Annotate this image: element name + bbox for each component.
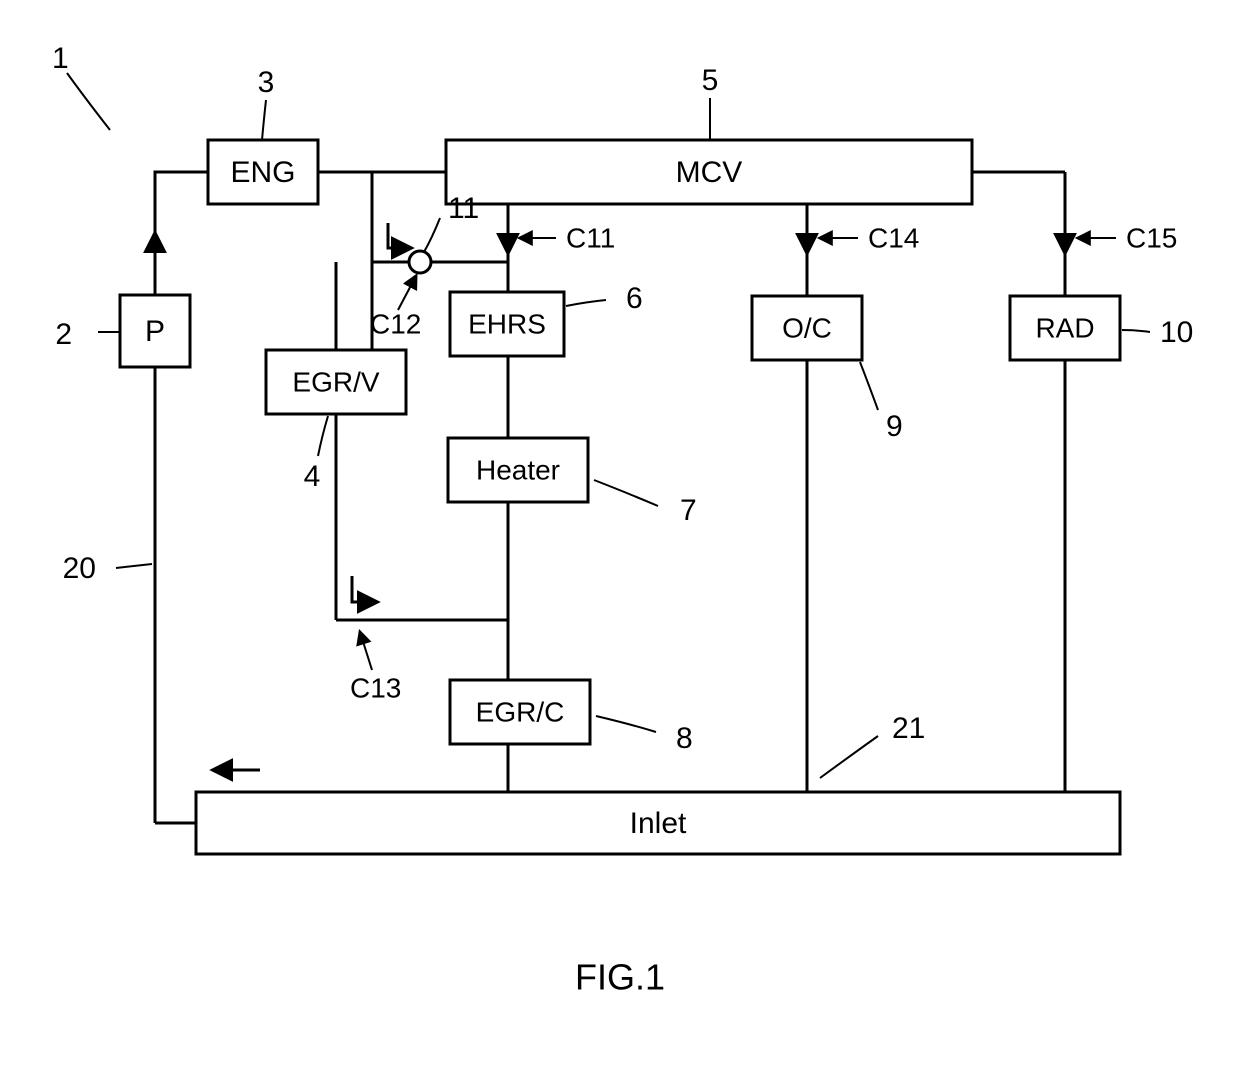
junction-11	[409, 251, 431, 273]
label-egrc: EGR/C	[476, 696, 565, 727]
box-eng: ENG	[208, 140, 318, 204]
leader-c12	[398, 276, 416, 310]
ref-6: 6	[626, 282, 643, 315]
ref-3: 3	[258, 66, 275, 99]
box-egrc: EGR/C	[450, 680, 590, 744]
leader-1	[67, 73, 110, 130]
leader-8	[596, 716, 656, 732]
leader-4	[318, 416, 328, 456]
box-mcv: MCV	[446, 140, 972, 204]
line-rad-to-inlet	[1065, 360, 1120, 823]
ref-8: 8	[676, 722, 693, 755]
ref-4: 4	[304, 460, 321, 493]
leader-6	[566, 300, 606, 306]
label-oc: O/C	[782, 312, 832, 343]
leader-3	[262, 100, 266, 140]
box-heater: Heater	[448, 438, 588, 502]
leader-9	[860, 362, 878, 410]
label-inlet: Inlet	[630, 807, 687, 840]
leader-20	[116, 564, 152, 568]
ref-10: 10	[1160, 316, 1193, 349]
ref-c12: C12	[370, 308, 421, 339]
ref-21: 21	[892, 712, 925, 745]
ref-7: 7	[680, 494, 697, 527]
box-egrv: EGR/V	[266, 350, 406, 414]
ref-c13: C13	[350, 672, 401, 703]
leader-7	[594, 480, 658, 506]
ref-c15: C15	[1126, 222, 1177, 253]
leader-10	[1122, 330, 1150, 332]
ref-5: 5	[702, 64, 719, 97]
ref-9: 9	[886, 410, 903, 443]
l-arrow-c13	[352, 576, 376, 602]
line-p-to-eng	[155, 172, 208, 295]
ref-c11: C11	[566, 222, 615, 253]
figure-title: FIG.1	[575, 957, 665, 998]
label-egrv: EGR/V	[292, 366, 379, 397]
label-eng: ENG	[230, 156, 295, 189]
leader-11	[424, 218, 440, 252]
box-oc: O/C	[752, 296, 862, 360]
label-heater: Heater	[476, 454, 560, 485]
label-ehrs: EHRS	[468, 308, 546, 339]
ref-1: 1	[52, 42, 69, 75]
ref-c14: C14	[868, 222, 919, 253]
label-rad: RAD	[1035, 312, 1094, 343]
box-p: P	[120, 295, 190, 367]
label-p: P	[145, 315, 165, 348]
ref-2: 2	[55, 318, 72, 351]
leader-21	[820, 736, 878, 778]
ref-20: 20	[63, 552, 96, 585]
label-mcv: MCV	[676, 156, 743, 189]
diagram: P ENG MCV EHRS EGR/V Heater O/C RAD EGR/…	[0, 0, 1240, 1079]
l-arrow-junction	[388, 223, 410, 248]
box-ehrs: EHRS	[450, 292, 564, 356]
ref-11: 11	[448, 192, 479, 225]
leader-c13	[360, 632, 372, 670]
box-rad: RAD	[1010, 296, 1120, 360]
box-inlet: Inlet	[196, 792, 1120, 854]
